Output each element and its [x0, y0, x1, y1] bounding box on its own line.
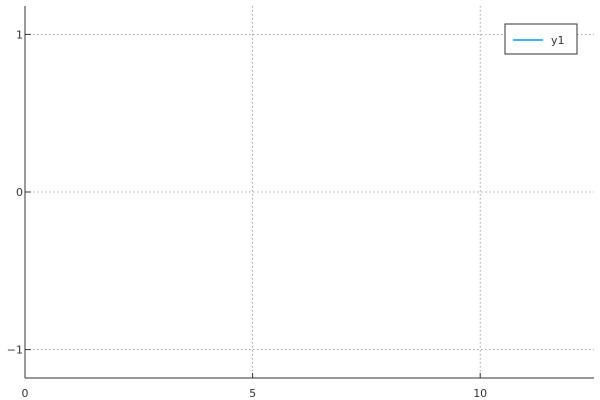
x-tick-label-5: 5 — [249, 387, 256, 400]
y-tick-label-1: 1 — [16, 28, 23, 41]
ticks: 0 5 10 −1 0 1 — [7, 28, 487, 400]
legend-box — [504, 23, 578, 55]
x-tick-label-0: 0 — [22, 387, 29, 400]
y-tick-label-0: 0 — [16, 186, 23, 199]
grid — [25, 6, 594, 378]
legend: y1 — [504, 23, 578, 55]
y-tick-label--1: −1 — [7, 344, 23, 357]
x-tick-label-10: 10 — [473, 387, 487, 400]
legend-label-y1: y1 — [551, 34, 565, 47]
